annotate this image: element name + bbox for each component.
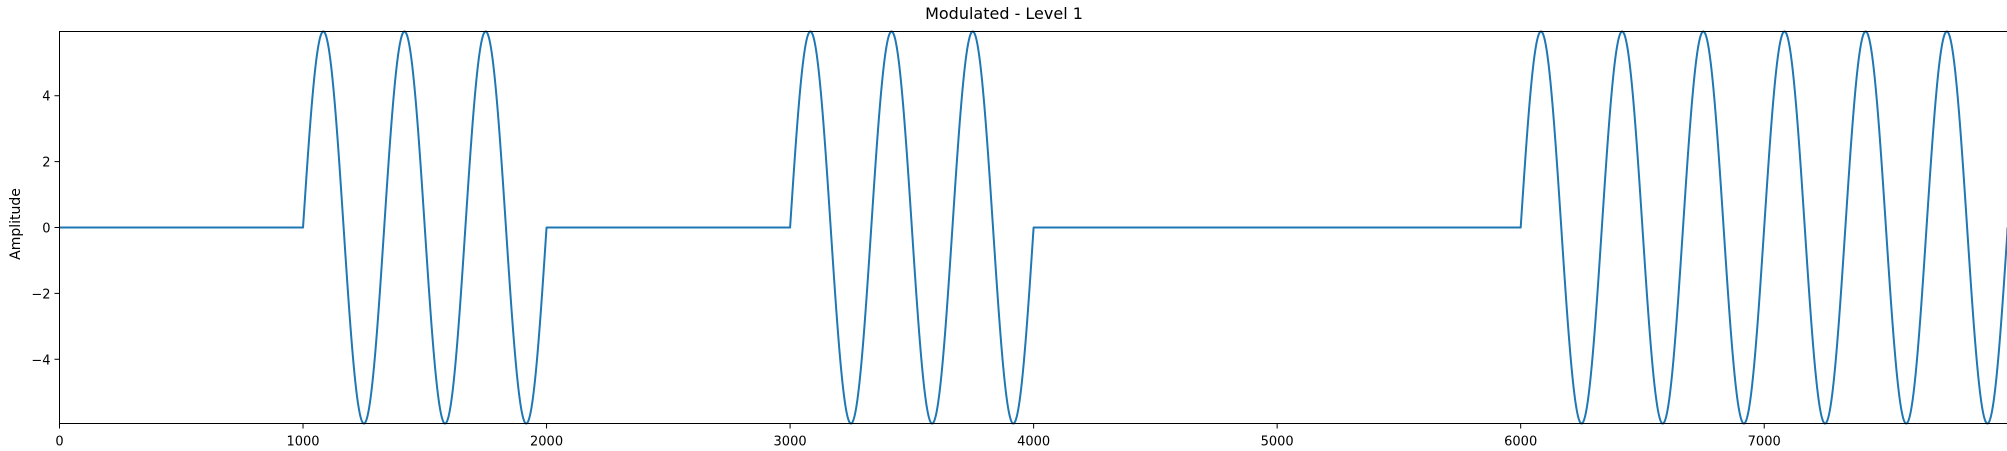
x-tick-label: 0 <box>55 435 63 450</box>
x-tick-label: 1000 <box>286 435 319 450</box>
x-tick-label: 5000 <box>1261 435 1294 450</box>
x-tick-label: 6000 <box>1504 435 1537 450</box>
series-line <box>58 30 2007 425</box>
y-tick-label: 4 <box>42 90 50 105</box>
x-tick-label: 4000 <box>1017 435 1050 450</box>
y-tick-label: −4 <box>31 353 50 368</box>
y-tick-label: 0 <box>42 222 50 237</box>
chart-title: Modulated - Level 1 <box>925 4 1083 23</box>
y-tick-label: −2 <box>31 287 50 302</box>
x-tick-label: 3000 <box>774 435 807 450</box>
series-group <box>58 30 2007 425</box>
y-axis: −4 −2 0 2 4 <box>31 90 60 368</box>
x-axis: 0 1000 2000 3000 4000 5000 6000 7000 <box>55 423 1781 450</box>
plot-area: 0 1000 2000 3000 4000 5000 6000 7000 −4 −2 0 2 4 <box>31 30 2007 450</box>
x-tick-label: 2000 <box>530 435 563 450</box>
x-tick-label: 7000 <box>1748 435 1781 450</box>
y-tick-label: 2 <box>42 156 50 171</box>
y-axis-label: Amplitude <box>8 188 24 260</box>
